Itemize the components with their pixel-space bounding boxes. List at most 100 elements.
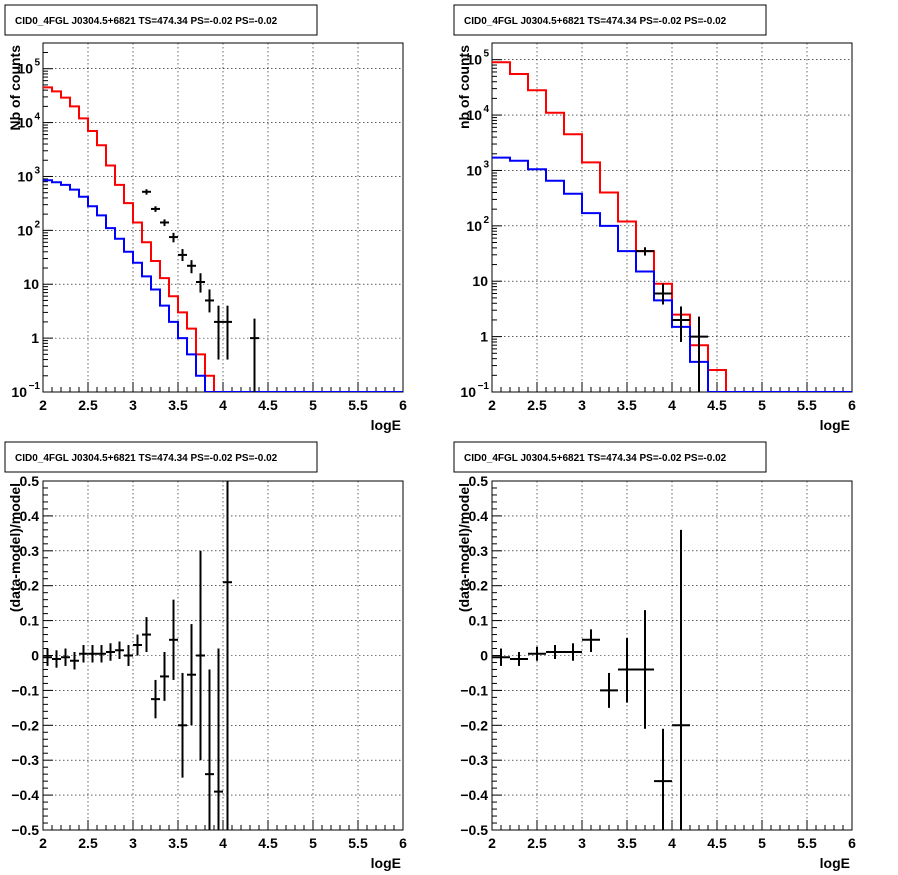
data-point	[187, 260, 196, 274]
y-tick-label: 0.5	[469, 473, 489, 489]
y-tick-label: 0.1	[20, 613, 40, 629]
y-axis: −0.5 −0.4 −0.3 −0.2 −0.1 0 0.1 0.2 0.3 0.4 0.5(dat…	[456, 473, 502, 838]
chart-title-box	[453, 441, 767, 473]
y-tick-exponent: 4	[483, 104, 489, 115]
y-tick-label: −0.5	[11, 822, 39, 838]
y-tick-label: −0.3	[11, 752, 39, 768]
x-tick-label: 5	[758, 835, 766, 851]
data-point	[582, 629, 600, 653]
y-tick-exponent: 2	[483, 215, 489, 226]
y-tick-label: −0.3	[460, 752, 488, 768]
data-point	[528, 646, 546, 661]
data-point	[88, 645, 97, 663]
x-tick-label: 4	[219, 835, 227, 851]
y-tick-exponent: 3	[483, 159, 489, 170]
data-point	[142, 617, 151, 653]
data-layer	[43, 481, 232, 830]
x-tick-label: 4.5	[707, 835, 727, 851]
x-tick-label: 2	[488, 397, 496, 413]
y-tick-label: 0.2	[469, 578, 489, 594]
x-tick-label: 6	[848, 397, 856, 413]
data-point	[223, 305, 232, 360]
chart-title: CID0_4FGL J0304.5+6821 TS=474.34 PS=-0.0…	[15, 453, 278, 464]
y-tick-label: 0.4	[20, 508, 40, 524]
y-tick-label: 10	[472, 273, 488, 289]
x-axis-label: logE	[820, 417, 850, 433]
y-tick-label: 0.3	[469, 543, 489, 559]
grid-lines	[43, 481, 403, 830]
x-axis: 2 2.5 3 3.5 4 4.5 5 5.5 6 logE	[39, 382, 407, 433]
y-tick-label: −0.4	[460, 787, 488, 803]
data-points	[142, 189, 259, 392]
grid-lines	[492, 481, 852, 830]
y-tick-label: −0.4	[11, 787, 39, 803]
data-point	[250, 318, 259, 392]
data-point	[510, 652, 528, 666]
data-point	[124, 645, 133, 666]
x-axis-label: logE	[371, 855, 401, 871]
data-layer	[43, 86, 403, 392]
data-point	[151, 206, 160, 212]
y-tick-label: 0.4	[469, 508, 489, 524]
data-point	[205, 289, 214, 313]
x-tick-label: 4	[668, 397, 676, 413]
chart-panel-3: CID0_4FGL J0304.5+6821 TS=474.34 PS=-0.0…	[4, 441, 407, 871]
x-tick-label: 2	[39, 835, 47, 851]
series-line-2	[43, 179, 403, 392]
data-point	[690, 316, 708, 392]
x-tick-label: 5.5	[348, 835, 368, 851]
chart-title: CID0_4FGL J0304.5+6821 TS=474.34 PS=-0.0…	[464, 16, 727, 27]
y-tick-label: −0.2	[460, 717, 488, 733]
data-point	[178, 249, 187, 261]
data-point	[636, 247, 654, 256]
y-tick-label: 10	[23, 276, 39, 292]
x-tick-label: 3.5	[168, 835, 188, 851]
y-tick-label: 10	[17, 222, 33, 238]
y-tick-exponent: −1	[478, 381, 490, 392]
x-axis: 2 2.5 3 3.5 4 4.5 5 5.5 6 logE	[488, 382, 856, 433]
y-tick-exponent: 5	[34, 58, 40, 69]
data-point	[546, 645, 564, 659]
y-tick-label: 10	[460, 384, 476, 400]
y-tick-label: −0.1	[460, 682, 488, 698]
y-tick-label: 10	[11, 384, 27, 400]
chart-panel-4: CID0_4FGL J0304.5+6821 TS=474.34 PS=-0.0…	[453, 441, 856, 871]
x-tick-label: 2.5	[78, 835, 98, 851]
data-point	[654, 728, 672, 830]
y-tick-label: −0.1	[11, 682, 39, 698]
data-point	[492, 648, 510, 666]
x-tick-label: 4.5	[258, 835, 278, 851]
data-point	[169, 599, 178, 680]
x-tick-label: 5	[309, 835, 317, 851]
data-point	[97, 645, 106, 663]
data-point	[564, 643, 582, 661]
chart-title-box	[453, 4, 767, 36]
y-tick-label: 10	[466, 162, 482, 178]
chart-panel-2: CID0_4FGL J0304.5+6821 TS=474.34 PS=-0.0…	[453, 4, 856, 433]
y-tick-label: −0.2	[11, 717, 39, 733]
x-tick-label: 3	[578, 397, 586, 413]
data-point	[187, 624, 196, 726]
data-point	[43, 648, 52, 666]
data-point	[142, 189, 151, 195]
data-point	[600, 672, 618, 708]
data-point	[106, 643, 115, 661]
x-axis: 2 2.5 3 3.5 4 4.5 5 5.5 6 logE	[39, 820, 407, 871]
x-tick-label: 4.5	[707, 397, 727, 413]
x-tick-label: 3	[129, 397, 137, 413]
data-point	[79, 645, 88, 663]
x-tick-label: 4	[219, 397, 227, 413]
data-point	[672, 306, 690, 342]
data-layer	[492, 61, 852, 392]
data-points	[636, 247, 708, 392]
y-axis-label: (data-model)/model	[456, 483, 472, 612]
chart-panel-1: CID0_4FGL J0304.5+6821 TS=474.34 PS=-0.0…	[4, 4, 407, 433]
x-tick-label: 5.5	[797, 397, 817, 413]
chart-title: CID0_4FGL J0304.5+6821 TS=474.34 PS=-0.0…	[464, 453, 727, 464]
y-tick-label: 10	[466, 218, 482, 234]
data-point	[205, 669, 214, 830]
y-tick-exponent: 4	[34, 112, 40, 123]
